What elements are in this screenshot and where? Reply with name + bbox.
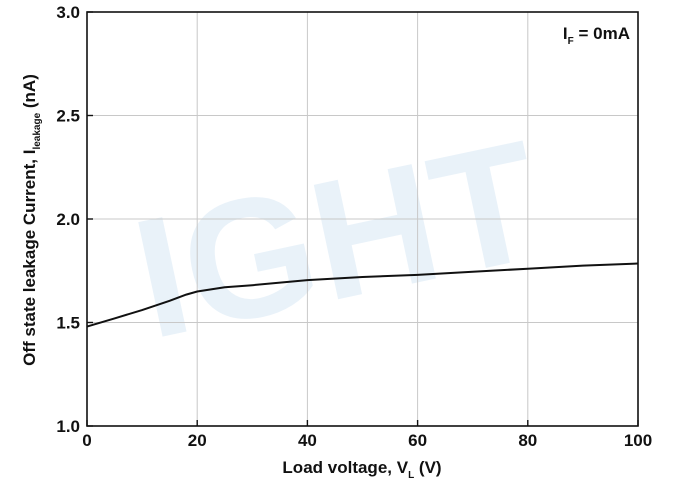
x-axis-label-main: Load voltage, V	[282, 458, 408, 477]
watermark: IGHT	[120, 105, 557, 375]
y-axis-label-main: Off state leakage Current, I	[20, 150, 39, 366]
y-axis-label-unit: (nA)	[20, 74, 39, 108]
x-tick-label: 100	[624, 431, 652, 450]
plot-frame	[86, 11, 639, 427]
x-tick-label: 20	[188, 431, 207, 450]
x-tick-label: 80	[518, 431, 537, 450]
y-axis-label-sub: leakage	[32, 112, 43, 149]
x-tick-label: 40	[298, 431, 317, 450]
annotation-main: I	[563, 24, 568, 43]
series-layer	[86, 262, 639, 328]
x-axis-label-unit: (V)	[419, 458, 442, 477]
y-tick-label: 3.0	[56, 3, 80, 22]
y-tick-label: 1.5	[56, 314, 80, 333]
annotation-if: IF = 0mA	[563, 24, 630, 47]
annotation-rest: = 0mA	[574, 24, 630, 43]
y-tick-label: 2.5	[56, 107, 80, 126]
tick-labels: 0 20 40 60 80 100 1.0 1.5 2.0 2.5 3.0	[56, 3, 652, 450]
leakage-current-line	[86, 262, 639, 328]
annotation-sub: F	[568, 36, 574, 47]
x-tick-label: 60	[408, 431, 427, 450]
x-axis-label-sub: L	[408, 470, 414, 481]
x-axis-label: Load voltage, VL (V)	[282, 458, 441, 481]
y-axis-label: Off state leakage Current, Ileakage (nA)	[20, 74, 43, 366]
grid	[86, 11, 639, 427]
y-tick-label: 1.0	[56, 417, 80, 436]
y-tick-label: 2.0	[56, 210, 80, 229]
x-tick-label: 0	[82, 431, 91, 450]
